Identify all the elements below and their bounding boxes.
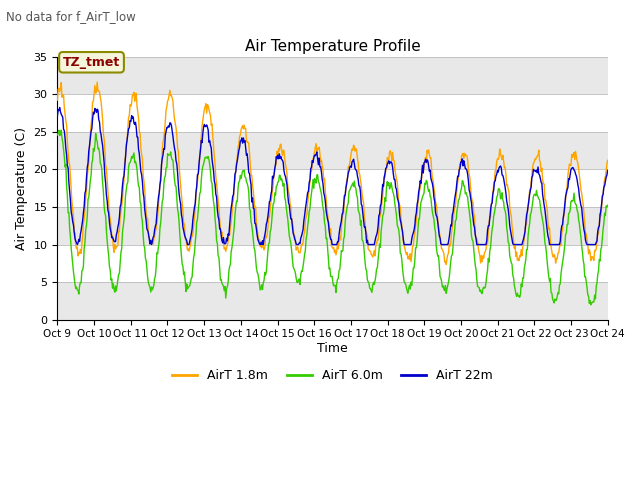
Bar: [58, 57, 608, 94]
Bar: [58, 282, 608, 320]
Legend: AirT 1.8m, AirT 6.0m, AirT 22m: AirT 1.8m, AirT 6.0m, AirT 22m: [167, 364, 498, 387]
Y-axis label: Air Temperature (C): Air Temperature (C): [15, 127, 28, 250]
Bar: [58, 132, 608, 169]
Text: No data for f_AirT_low: No data for f_AirT_low: [6, 10, 136, 23]
Bar: [58, 207, 608, 245]
Title: Air Temperature Profile: Air Temperature Profile: [244, 39, 420, 54]
Text: TZ_tmet: TZ_tmet: [63, 56, 120, 69]
X-axis label: Time: Time: [317, 342, 348, 355]
